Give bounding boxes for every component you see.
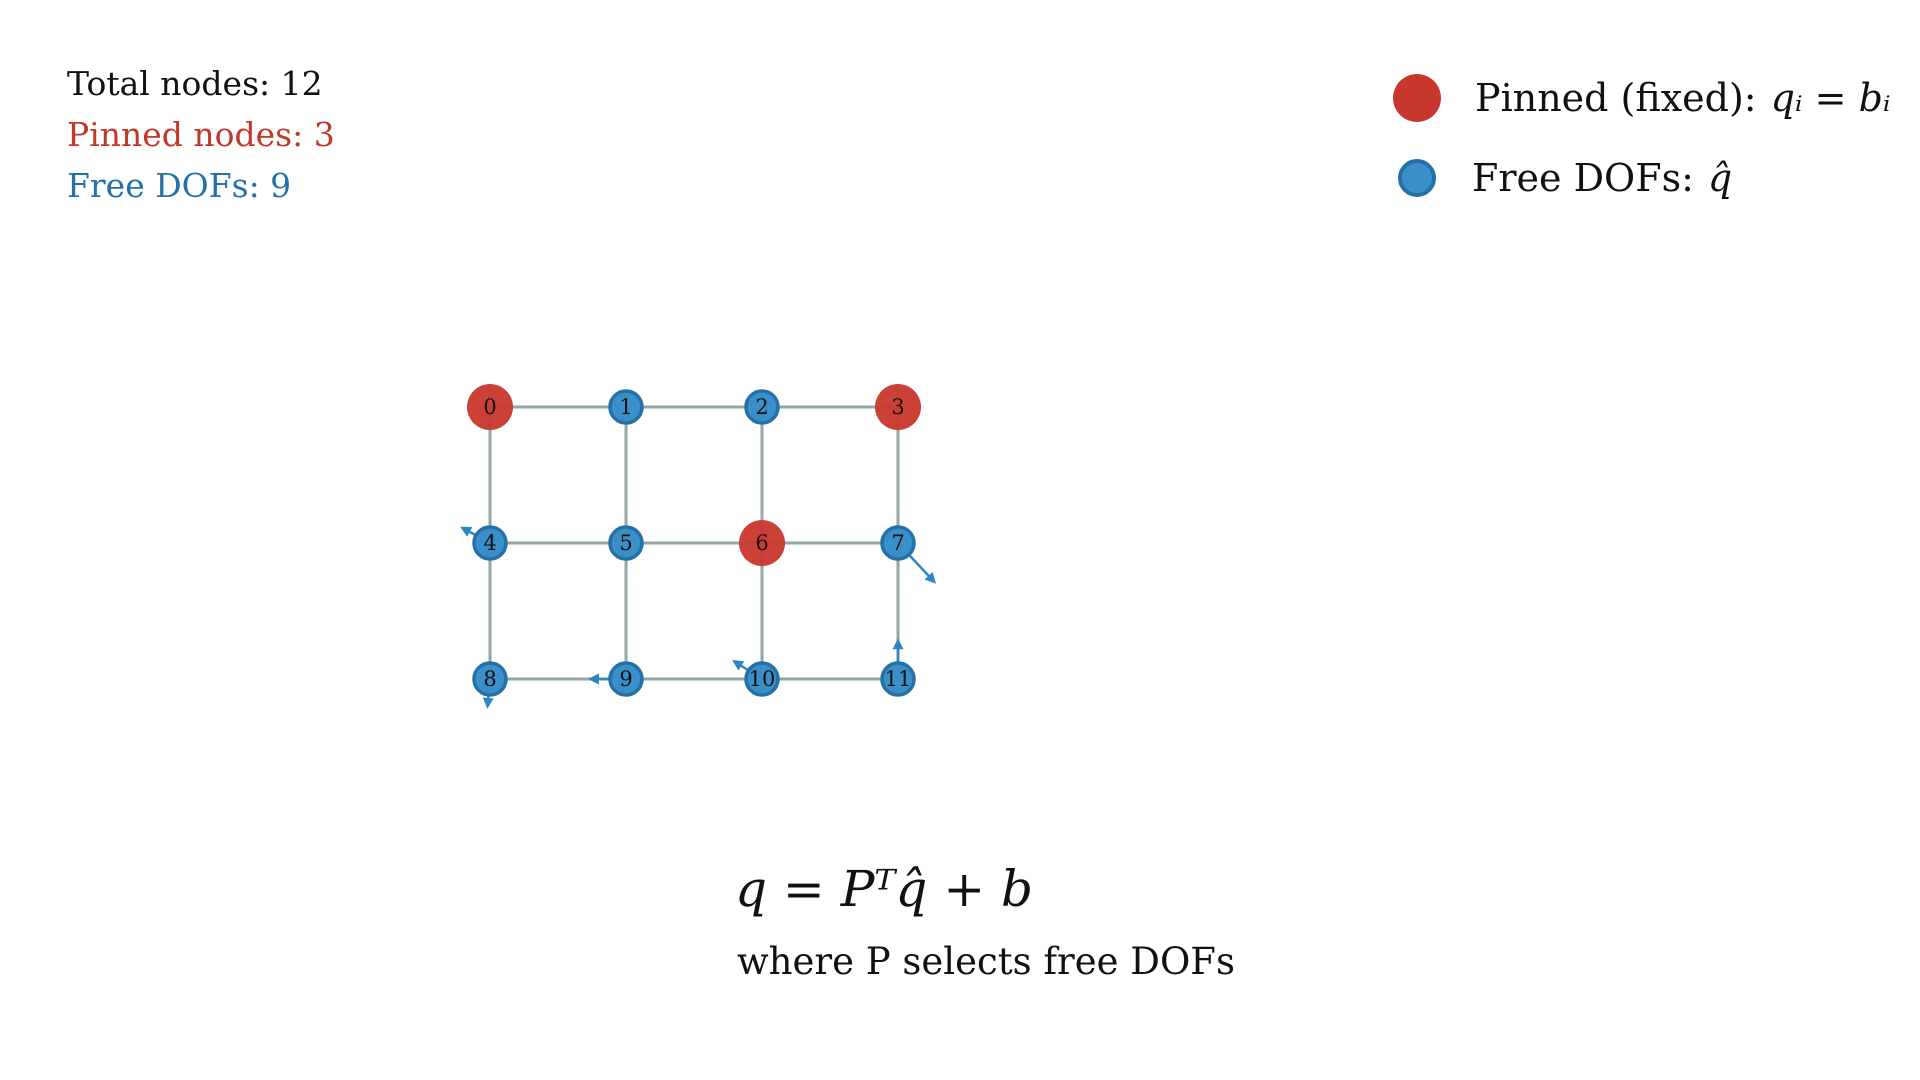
node-label-3: 3 — [891, 395, 904, 419]
formula: q = Pᵀq̂ + b — [735, 860, 1034, 918]
node-label-1: 1 — [619, 395, 632, 419]
node-label-7: 7 — [891, 531, 904, 555]
pinned-swatch-icon — [1393, 74, 1441, 122]
free-node-5: 5 — [608, 525, 644, 561]
legend-free: Free DOFs: q̂ — [1393, 138, 1891, 218]
pinned-nodes-text: Pinned nodes: 3 — [67, 115, 335, 154]
node-label-0: 0 — [483, 395, 496, 419]
legend-pinned-label: Pinned (fixed): — [1475, 76, 1757, 120]
free-node-7: 7 — [880, 525, 916, 561]
free-node-10: 10 — [744, 661, 780, 697]
stats-panel: Total nodes: 12 Pinned nodes: 3 Free DOF… — [67, 58, 335, 211]
free-node-8: 8 — [472, 661, 508, 697]
node-label-10: 10 — [749, 667, 776, 691]
legend-free-math: q̂ — [1707, 156, 1733, 200]
pinned-node-3: 3 — [875, 384, 921, 430]
node-label-6: 6 — [755, 531, 768, 555]
free-node-11: 11 — [880, 661, 916, 697]
free-node-4: 4 — [472, 525, 508, 561]
legend: Pinned (fixed): qᵢ = bᵢ Free DOFs: q̂ — [1393, 58, 1891, 218]
nodes-layer: 0 1 2 3 4 5 6 7 8 9 10 11 — [467, 384, 921, 697]
free-dofs-text: Free DOFs: 9 — [67, 166, 292, 205]
edges-layer — [488, 405, 900, 681]
formula-caption: where P selects free DOFs — [737, 940, 1235, 983]
legend-pinned: Pinned (fixed): qᵢ = bᵢ — [1393, 58, 1891, 138]
free-swatch-icon — [1398, 159, 1436, 197]
node-label-2: 2 — [755, 395, 768, 419]
node-label-5: 5 — [619, 531, 632, 555]
legend-pinned-math: qᵢ = bᵢ — [1770, 76, 1891, 120]
pinned-node-6: 6 — [739, 520, 785, 566]
total-nodes-text: Total nodes: 12 — [67, 64, 323, 103]
node-label-11: 11 — [885, 667, 912, 691]
free-node-1: 1 — [608, 389, 644, 425]
pinned-node-0: 0 — [467, 384, 513, 430]
node-label-8: 8 — [483, 667, 496, 691]
node-label-9: 9 — [619, 667, 632, 691]
free-node-9: 9 — [608, 661, 644, 697]
arrows-layer — [460, 526, 937, 709]
free-node-2: 2 — [744, 389, 780, 425]
node-label-4: 4 — [483, 531, 496, 555]
legend-free-label: Free DOFs: — [1472, 156, 1694, 200]
